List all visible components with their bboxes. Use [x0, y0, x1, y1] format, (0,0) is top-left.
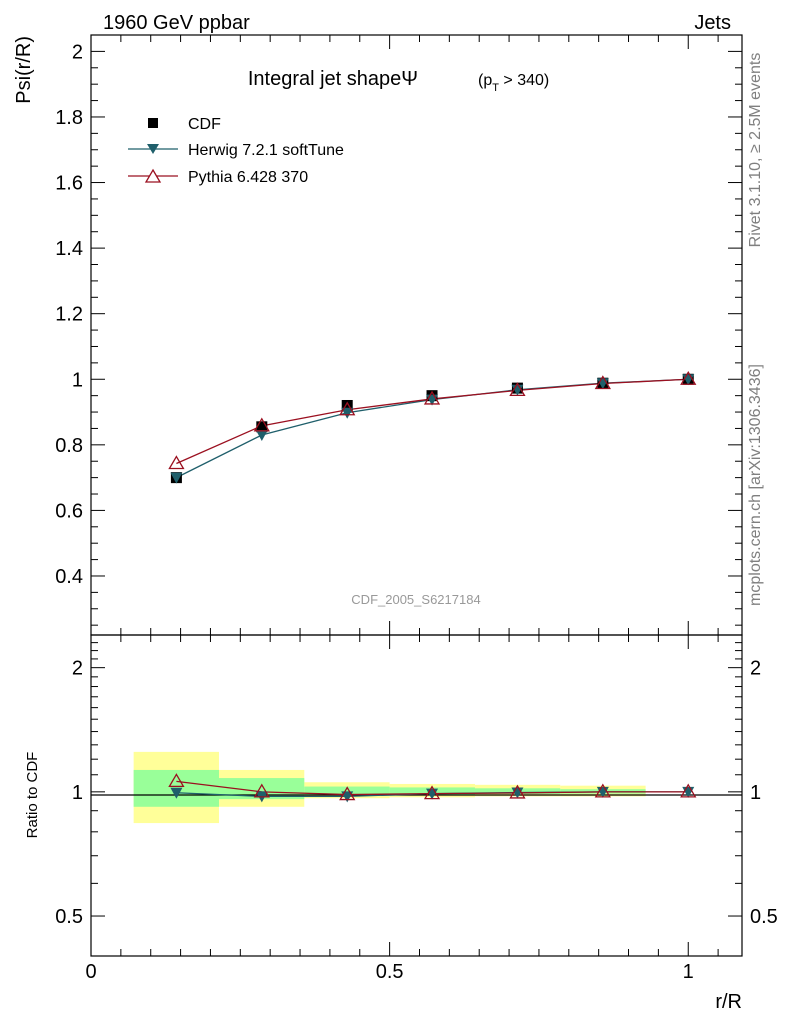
top-panel-ticks: 0.4 0.6 0.8 1 1.2 1.4 1.6 1.8 2 — [55, 35, 742, 635]
chart-title-sub: T — [492, 82, 499, 94]
legend-label-herwig: Herwig 7.2.1 softTune — [188, 142, 344, 159]
ratio-uncertainty-bands — [133, 751, 646, 824]
legend-label-pythia: Pythia 6.428 370 — [188, 169, 308, 186]
top-y-tick-label: 0.8 — [55, 435, 83, 457]
ratio-y-tick-label-left: 2 — [72, 658, 83, 680]
top-y-tick-label: 1.4 — [55, 238, 83, 260]
ratio-point-triangle-up-open — [253, 783, 270, 798]
ratio-point-triangle-up-open — [680, 783, 697, 798]
top-point-triangle-up-open — [680, 370, 697, 385]
analysis-watermark: CDF_2005_S6217184 — [351, 592, 480, 607]
top-y-tick-label: 0.4 — [55, 566, 83, 588]
legend-marker-herwig — [147, 144, 159, 154]
top-point-triangle-up-open — [168, 455, 185, 470]
header-energy-label: 1960 GeV ppbar — [103, 12, 250, 34]
top-y-axis-label: Psi(r/R) — [13, 36, 35, 104]
x-tick-label: 0.5 — [376, 961, 404, 983]
ratio-panel-series — [168, 773, 697, 803]
ratio-point-triangle-up-open — [423, 785, 441, 800]
ratio-y-tick-label-left: 1 — [72, 782, 83, 804]
top-point-square — [341, 399, 353, 411]
legend: CDF Herwig 7.2.1 softTune Pythia 6.428 3… — [128, 116, 344, 186]
ratio-y-tick-label-right: 2 — [750, 658, 761, 680]
top-point-triangle-up-open — [509, 382, 526, 397]
x-axis-label: r/R — [715, 991, 742, 1013]
top-y-tick-label: 1.8 — [55, 107, 83, 129]
top-point-triangle-down — [170, 472, 183, 484]
top-point-triangle-down — [255, 430, 268, 441]
top-point-triangle-down — [341, 407, 354, 419]
ratio-y-axis-label: Ratio to CDF — [24, 752, 41, 839]
ratio-panel-frame — [90, 634, 743, 957]
chart-title: Integral jet shapeΨ — [248, 68, 418, 90]
ratio-panel-ticks: 0.5 0.5 1 1 2 2 0 0.5 1 — [55, 635, 778, 983]
ratio-band-inner — [304, 786, 390, 796]
ratio-y-tick-label-right: 0.5 — [750, 906, 778, 928]
top-point-triangle-up-open — [253, 417, 270, 432]
top-y-tick-label: 0.6 — [55, 500, 83, 522]
legend-marker-pythia — [144, 168, 162, 183]
chart-title-open: (p — [478, 72, 492, 89]
ratio-y-tick-label-right: 1 — [750, 782, 761, 804]
ratio-y-tick-label-left: 0.5 — [55, 906, 83, 928]
ratio-point-triangle-down — [341, 791, 354, 803]
top-y-tick-label: 1 — [72, 369, 83, 391]
ratio-point-triangle-up-open — [509, 784, 526, 799]
ratio-point-triangle-up-open — [168, 773, 185, 788]
top-point-triangle-up-open — [339, 401, 356, 416]
legend-marker-cdf — [148, 118, 158, 128]
chart-title-close: > 340) — [499, 72, 549, 89]
x-tick-label: 0 — [85, 961, 96, 983]
ratio-band-inner — [218, 778, 305, 800]
ratio-point-triangle-up-open — [339, 786, 356, 801]
rivet-version-label: Rivet 3.1.10, ≥ 2.5M events — [747, 53, 764, 248]
top-y-tick-label: 2 — [72, 41, 83, 63]
top-point-triangle-up-open — [423, 390, 441, 405]
chart-title-main: Integral jet shapeΨ — [248, 68, 418, 90]
top-y-tick-label: 1.2 — [55, 304, 83, 326]
top-point-triangle-up-open — [594, 375, 611, 390]
top-panel-series — [168, 370, 697, 484]
top-point-square — [256, 421, 268, 433]
ratio-point-triangle-down — [170, 787, 183, 799]
top-y-tick-label: 1.6 — [55, 173, 83, 195]
ratio-point-triangle-up-open — [594, 783, 611, 798]
mcplots-label: mcplots.cern.ch [arXiv:1306.3436] — [747, 364, 764, 606]
legend-label-cdf: CDF — [188, 116, 221, 133]
chart-title-condition: (pT > 340) — [478, 72, 549, 94]
header-process-label: Jets — [694, 12, 731, 34]
x-tick-label: 1 — [683, 961, 694, 983]
